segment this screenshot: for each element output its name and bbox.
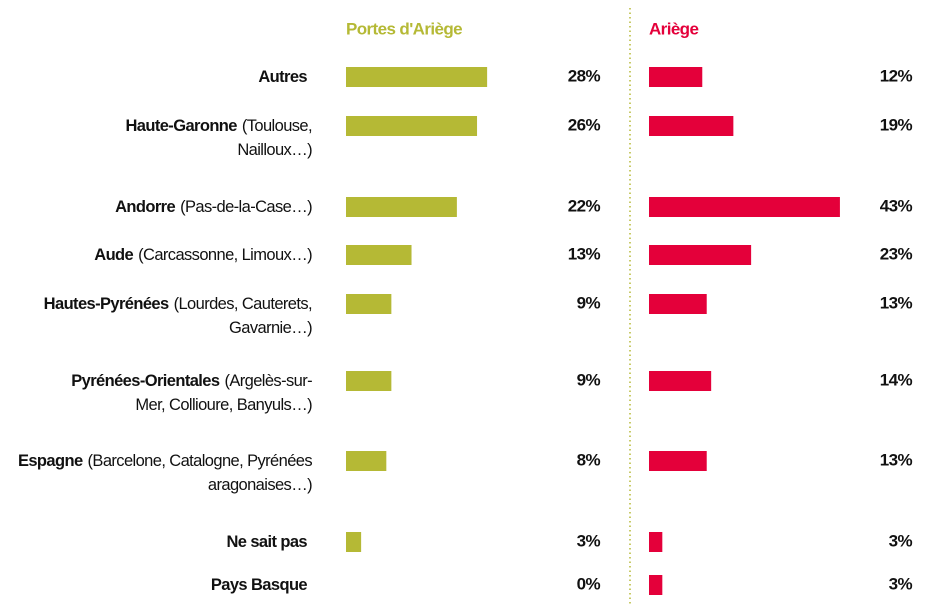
value-label: 23% <box>880 244 913 263</box>
bar <box>346 67 488 87</box>
value-label: 13% <box>568 244 601 263</box>
bar <box>649 532 663 552</box>
category-name: Ne sait pas <box>226 533 307 551</box>
value-label: 0% <box>577 574 601 593</box>
category-note: (Toulouse, Nailloux…) <box>237 117 312 159</box>
value-label: 12% <box>880 66 913 85</box>
bar <box>346 197 457 217</box>
bar <box>346 451 387 471</box>
value-label: 22% <box>568 196 601 215</box>
category-name: Haute-Garonne <box>125 117 237 135</box>
category-name: Espagne <box>17 452 83 470</box>
category-label: Ne sait pas <box>12 530 312 554</box>
category-label: Autres <box>12 65 312 89</box>
category-label: Aude (Carcassonne, Limoux…) <box>12 243 312 267</box>
category-note: (Pas-de-la-Case…) <box>180 198 313 216</box>
value-label: 3% <box>889 574 913 593</box>
category-label: Hautes-Pyrénées (Lourdes, Cauterets, Gava… <box>12 292 313 340</box>
category-label: Pays Basque <box>12 573 312 597</box>
category-name: Andorre <box>115 198 176 216</box>
category-name: Pyrénées-Orientales <box>71 372 220 390</box>
value-label: 14% <box>880 370 913 389</box>
value-label: 8% <box>577 450 601 469</box>
bar <box>346 116 478 136</box>
category-label: Pyrénées-Orientales (Argelès-sur-Mer, Col… <box>62 369 312 417</box>
value-label: 19% <box>880 115 913 134</box>
value-label: 28% <box>568 66 601 85</box>
category-note: (Argelès-sur-Mer, Collioure, Banyuls…) <box>135 372 312 414</box>
bar <box>649 116 734 136</box>
category-name: Aude <box>94 246 134 264</box>
bar <box>346 245 412 265</box>
category-note: (Carcassonne, Limoux…) <box>138 246 312 264</box>
series-title: Ariège <box>649 19 698 38</box>
bar <box>649 371 712 391</box>
value-label: 26% <box>568 115 601 134</box>
value-label: 13% <box>880 450 913 469</box>
bar <box>346 532 362 552</box>
category-note: (Barcelone, Catalogne, Pyrénées aragonai… <box>87 452 313 494</box>
category-label: Haute-Garonne (Toulouse, Nailloux…) <box>112 114 312 162</box>
series-title: Portes d'Ariège <box>346 19 462 38</box>
category-name: Autres <box>258 68 307 86</box>
category-label: Espagne (Barcelone, Catalogne, Pyrénées a… <box>12 449 313 497</box>
value-label: 43% <box>880 196 913 215</box>
value-label: 9% <box>577 370 601 389</box>
bar <box>346 294 392 314</box>
category-name: Hautes-Pyrénées <box>43 295 170 313</box>
bar <box>649 575 663 595</box>
bar <box>649 197 840 217</box>
value-label: 3% <box>577 531 601 550</box>
value-label: 13% <box>880 293 913 312</box>
bar <box>649 294 707 314</box>
value-label: 3% <box>889 531 913 550</box>
bar <box>649 67 703 87</box>
bar <box>649 451 707 471</box>
bar <box>649 245 752 265</box>
category-label: Andorre (Pas-de-la-Case…) <box>12 195 313 219</box>
category-name: Pays Basque <box>210 576 308 594</box>
value-label: 9% <box>577 293 601 312</box>
category-note: (Lourdes, Cauterets, Gavarnie…) <box>173 295 313 337</box>
bar <box>346 371 392 391</box>
